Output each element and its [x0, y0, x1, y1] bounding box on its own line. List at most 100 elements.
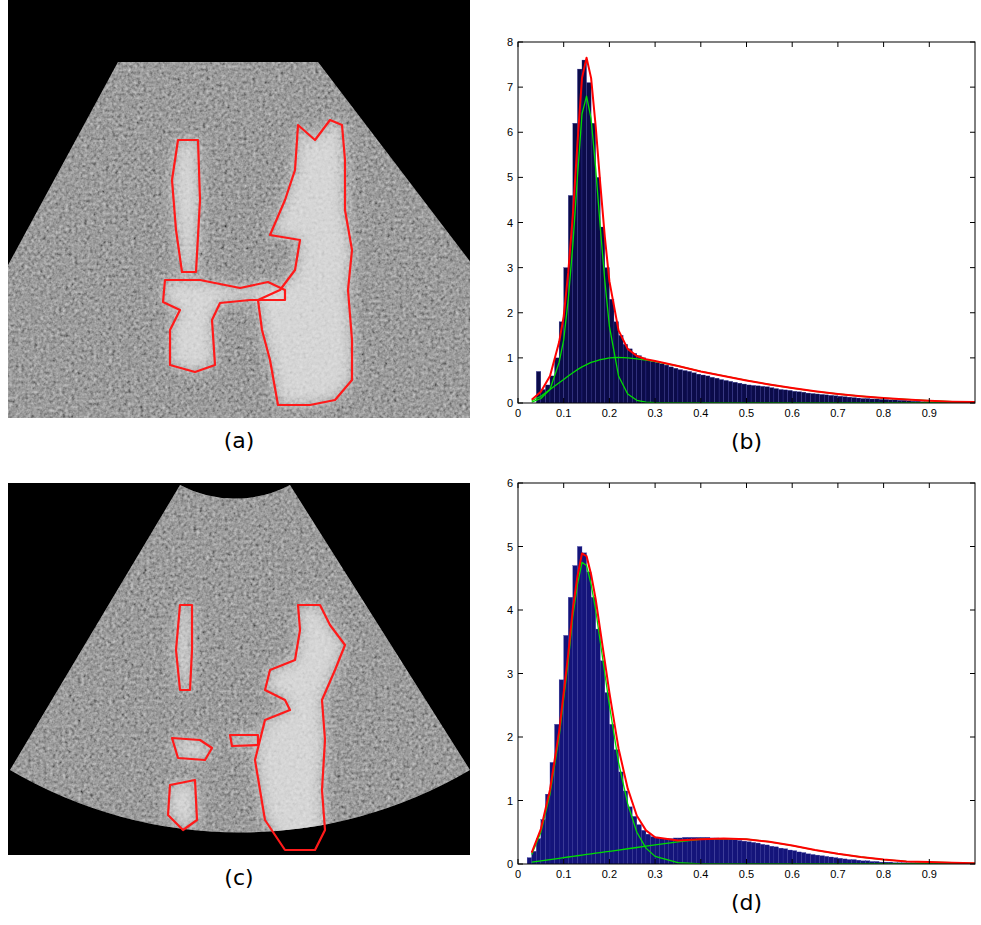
histogram-bar — [861, 398, 866, 403]
panel-label: (d) — [731, 890, 762, 915]
x-tick-top — [746, 42, 747, 47]
x-tick — [746, 398, 747, 403]
x-tick — [746, 859, 747, 864]
histogram-bar — [623, 344, 628, 403]
x-tick-label: 0.4 — [693, 868, 708, 880]
histogram-bar — [815, 855, 820, 864]
fan-base — [8, 483, 470, 855]
y-tick-label: 1 — [507, 352, 513, 364]
panel-label: (c) — [224, 865, 253, 890]
x-tick-label: 0.8 — [876, 407, 891, 419]
y-tick — [518, 864, 523, 865]
x-tick-top — [700, 483, 701, 488]
histogram-bar — [737, 841, 742, 864]
histogram-chart: 00.10.20.30.40.50.60.70.80.9012345678(b) — [507, 36, 975, 454]
y-tick-label: 3 — [507, 668, 513, 680]
histogram-bar — [710, 377, 715, 403]
y-tick-right — [970, 673, 975, 674]
histogram-bar — [591, 597, 596, 864]
x-tick — [609, 398, 610, 403]
y-tick — [518, 357, 523, 358]
histogram-bar — [687, 371, 692, 403]
histogram-bar — [756, 386, 761, 403]
tissue — [255, 605, 345, 850]
x-tick-top — [929, 42, 930, 47]
y-tick-label: 1 — [507, 795, 513, 807]
histogram-bar — [760, 386, 765, 403]
image-background — [8, 483, 470, 855]
fan-speckle — [8, 0, 470, 418]
histogram-bar — [788, 850, 793, 864]
histogram-bar — [705, 837, 710, 864]
x-tick-top — [655, 42, 656, 47]
x-tick — [563, 398, 564, 403]
tissue — [258, 120, 352, 405]
contour — [168, 780, 197, 830]
y-tick-right — [970, 357, 975, 358]
histogram-bar — [806, 393, 811, 403]
x-tick-top — [700, 42, 701, 47]
tissue — [172, 738, 212, 760]
histogram-bar — [728, 381, 733, 403]
x-tick-label: 0.1 — [556, 407, 571, 419]
histogram-bar — [696, 374, 701, 403]
contour — [255, 605, 345, 850]
ultrasound-image — [8, 0, 470, 418]
fit-curve — [532, 357, 975, 402]
x-tick-top — [609, 42, 610, 47]
histogram-bar — [833, 858, 838, 864]
histogram-bar — [637, 825, 642, 864]
histogram-bar — [806, 854, 811, 864]
histogram-bar — [715, 378, 720, 403]
y-tick-right — [970, 546, 975, 547]
y-tick-right — [970, 132, 975, 133]
histogram-bar — [724, 839, 729, 864]
histogram-bar — [824, 856, 829, 864]
histogram-bar — [792, 851, 797, 864]
x-tick — [518, 398, 519, 403]
contour — [230, 735, 258, 746]
histogram-bar — [587, 572, 592, 864]
x-tick-label: 0 — [515, 868, 521, 880]
histogram-bar — [701, 837, 706, 864]
histogram-bar — [632, 353, 637, 403]
y-tick-right — [970, 737, 975, 738]
image-inner — [8, 0, 470, 418]
x-tick-top — [609, 483, 610, 488]
histogram-bar — [833, 396, 838, 403]
fit-curve — [532, 96, 975, 403]
fan-speckle — [8, 483, 470, 855]
x-tick-label: 0.5 — [739, 868, 754, 880]
image-background — [8, 0, 470, 418]
x-tick — [609, 859, 610, 864]
y-tick-label: 2 — [507, 731, 513, 743]
histogram-bar — [660, 839, 665, 864]
histogram-bar — [778, 389, 783, 403]
ultrasound-image — [8, 483, 470, 855]
plot-frame — [518, 42, 975, 403]
histogram-bar — [829, 395, 834, 403]
x-tick — [883, 859, 884, 864]
y-tick-right — [970, 312, 975, 313]
histogram-bar — [760, 844, 765, 864]
histogram-bar — [765, 845, 770, 864]
y-tick — [518, 42, 523, 43]
histogram-bar — [683, 371, 688, 403]
y-tick — [518, 483, 523, 484]
histogram-bar — [801, 853, 806, 864]
x-tick — [792, 398, 793, 403]
y-tick — [518, 267, 523, 268]
histogram-bar — [847, 397, 852, 403]
x-tick-top — [883, 483, 884, 488]
y-tick — [518, 673, 523, 674]
histogram-bar — [838, 858, 843, 864]
x-tick-top — [518, 483, 519, 488]
y-tick-right — [970, 267, 975, 268]
tissue — [176, 605, 192, 690]
histogram-bar — [783, 849, 788, 864]
y-tick-label: 3 — [507, 262, 513, 274]
x-tick-label: 0.9 — [922, 407, 937, 419]
histogram-bar — [660, 364, 665, 403]
histogram-bar — [751, 385, 756, 403]
x-tick — [518, 859, 519, 864]
